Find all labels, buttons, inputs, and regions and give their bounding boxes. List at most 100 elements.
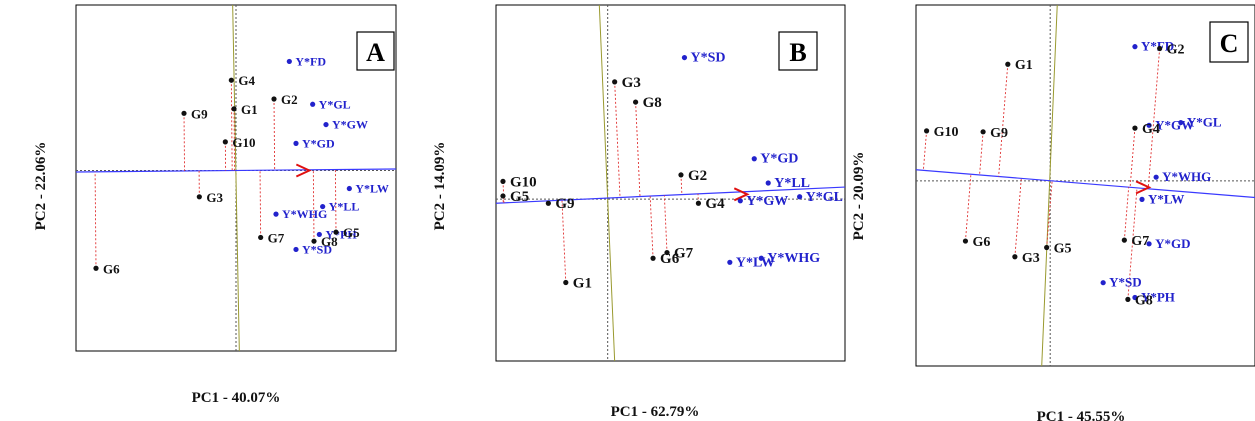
panel-c-xlabel: PC1 - 45.55% — [1037, 409, 1126, 421]
panel-c-aec-arrow — [1135, 180, 1152, 195]
projection-line-g3 — [614, 81, 621, 198]
env-point-y-gl — [797, 194, 803, 200]
env-label: Y*PH — [1141, 290, 1175, 305]
panel-b-xlabel: PC1 - 62.79% — [611, 404, 700, 420]
env-point-y-gd — [751, 156, 757, 162]
env-point-y-ll — [765, 180, 771, 186]
projection-line-g10 — [502, 181, 505, 203]
genotype-label: G6 — [660, 251, 680, 267]
projection-line-g2 — [680, 174, 683, 195]
env-label: Y*WHG — [767, 251, 820, 266]
panel-a-plot-area: Y*FD Y*GL Y*GW Y*GD Y*LW Y*LLY*WHG Y*PHY*SD G4 G… — [76, 5, 396, 351]
genotype-point-g2 — [678, 172, 684, 178]
env-point-y-ph — [316, 231, 322, 238]
env-point-y-ph — [1132, 294, 1138, 301]
env-label: Y*GW — [1155, 117, 1194, 132]
genotype-label: G10 — [934, 125, 959, 140]
genotype-point-g1 — [563, 279, 569, 286]
genotype-point-g2 — [271, 96, 277, 102]
env-point-y-fd — [286, 58, 292, 65]
genotype-point-g2 — [1157, 45, 1163, 52]
panel-b-aec-axis — [496, 186, 845, 204]
panel-c-aec-axis — [916, 169, 1255, 199]
projection-line-g8 — [312, 169, 315, 242]
env-point-y-sd — [293, 246, 299, 253]
genotype-label: G1 — [241, 102, 258, 117]
env-label: Y*LW — [1148, 191, 1184, 206]
panel-a-aec-arrow — [295, 163, 312, 178]
genotype-label: G7 — [268, 230, 285, 245]
projection-line-g9 — [979, 131, 984, 176]
genotype-point-g10 — [500, 178, 506, 184]
env-point-y-whg — [273, 211, 279, 217]
panel-b-letter-box — [778, 31, 818, 71]
genotype-point-g7 — [664, 249, 670, 256]
genotype-label: G9 — [555, 196, 574, 212]
env-point-y-sd — [681, 54, 688, 61]
genotype-label: G4 — [705, 196, 725, 212]
panel-c-perpendicular-line — [1041, 5, 1058, 366]
projection-line-g2 — [273, 99, 276, 171]
genotype-label: G9 — [990, 126, 1008, 141]
genotype-point-g6 — [93, 265, 99, 271]
projection-line-g7 — [1123, 187, 1130, 241]
projection-line-g9 — [183, 113, 185, 171]
env-label: Y*LW — [355, 182, 389, 196]
panel-c-body — [916, 5, 1255, 366]
genotype-label: G1 — [1015, 58, 1033, 73]
env-label: Y*FD — [295, 54, 326, 68]
projection-line-g6 — [94, 171, 97, 269]
env-label: Y*SD — [690, 51, 725, 66]
projection-line-g8 — [1127, 187, 1138, 300]
genotype-label: G7 — [674, 246, 694, 262]
panel-c: C PC1 - 45.55% PC2 - 20.09% Y*FD Y*GLY*GW… — [851, 4, 1255, 421]
env-label: Y*GL — [1187, 115, 1222, 130]
genotype-label: G5 — [510, 189, 529, 205]
panel-a-letter: A — [366, 38, 385, 67]
genotype-point-g10 — [222, 139, 228, 145]
panel-b-frame — [495, 4, 846, 362]
env-point-y-gw — [737, 198, 743, 204]
env-label: Y*GD — [760, 152, 798, 167]
genotype-label: G2 — [281, 92, 298, 107]
genotype-label: G3 — [206, 190, 223, 205]
env-label: Y*LW — [736, 255, 775, 270]
env-point-y-gd — [293, 140, 299, 146]
panel-b-letter: B — [789, 38, 806, 67]
env-point-y-gl — [1178, 119, 1184, 126]
env-label: Y*SD — [302, 242, 332, 256]
panel-a-aec-axis — [76, 168, 396, 173]
env-label: Y*GL — [319, 97, 351, 111]
genotype-point-g1 — [1005, 61, 1011, 67]
env-label: Y*GL — [806, 190, 843, 205]
genotype-label: G6 — [972, 235, 990, 250]
env-point-y-whg — [758, 255, 764, 261]
genotype-point-g7 — [258, 234, 264, 241]
genotype-label: G8 — [321, 234, 338, 249]
genotype-label: G10 — [510, 174, 537, 190]
env-point-y-gw — [1146, 122, 1152, 128]
env-label: Y*GD — [1155, 236, 1190, 251]
genotype-label: G10 — [232, 135, 255, 150]
projection-line-g1 — [998, 64, 1009, 177]
projection-line-g1 — [561, 200, 567, 283]
env-label: Y*GW — [746, 194, 788, 209]
projection-line-g4 — [230, 80, 233, 171]
genotype-point-g7 — [1121, 237, 1127, 243]
genotype-label: G5 — [343, 225, 360, 240]
genotype-label: G8 — [1135, 293, 1153, 308]
panel-c-letter: C — [1220, 29, 1239, 58]
env-point-y-gw — [323, 121, 329, 128]
genotype-point-g6 — [650, 255, 656, 261]
projection-line-g7 — [259, 170, 262, 238]
genotype-point-g1 — [231, 106, 237, 112]
env-label: Y*GW — [332, 118, 368, 132]
genotype-point-g4 — [695, 200, 702, 206]
projection-line-g10 — [922, 130, 928, 171]
genotype-label: G2 — [1167, 43, 1185, 58]
env-point-y-ll — [320, 203, 326, 210]
genotype-label: G1 — [573, 276, 592, 292]
env-point-y-lw — [727, 259, 733, 265]
env-label: Y*GD — [302, 136, 335, 150]
